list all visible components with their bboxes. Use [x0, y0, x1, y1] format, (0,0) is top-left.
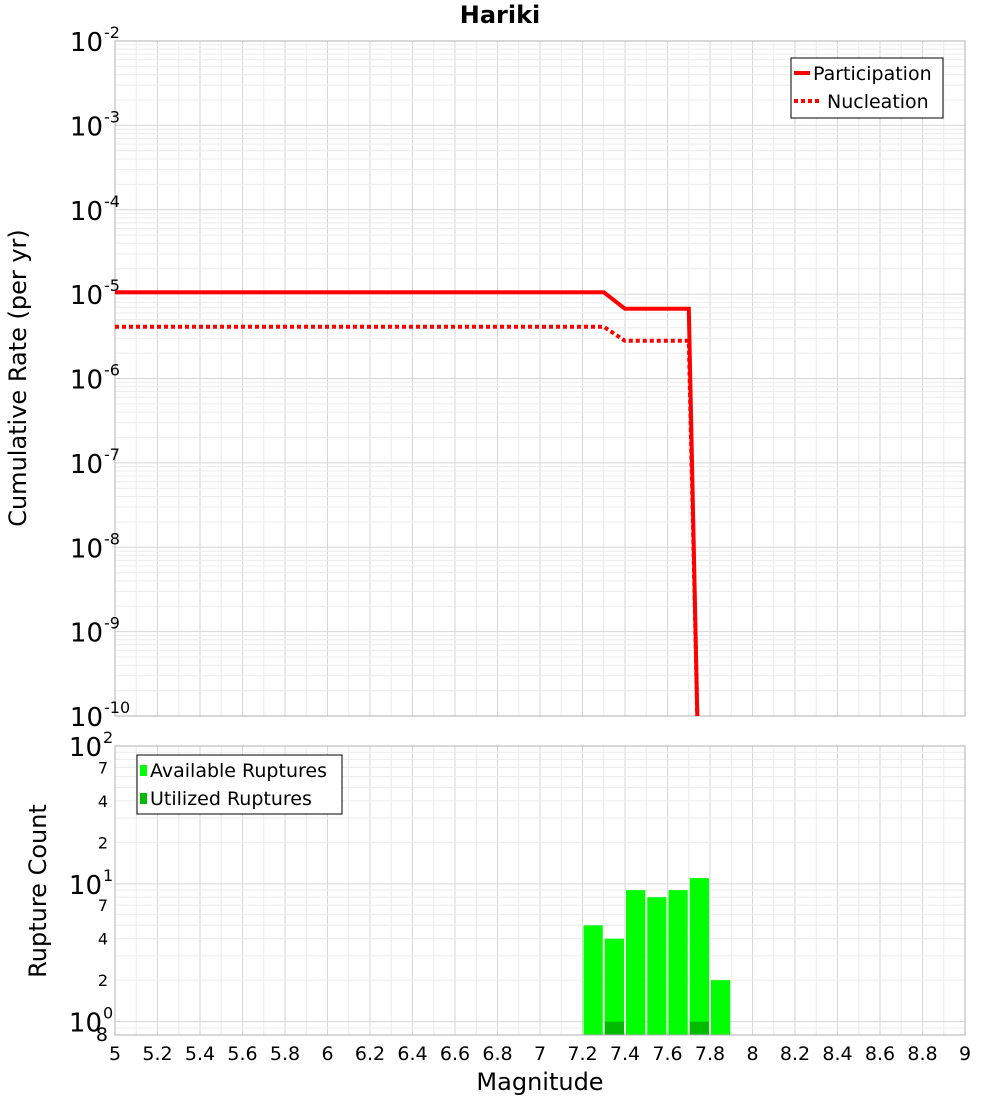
bottom-bars	[583, 878, 731, 1035]
legend-utilized-label: Utilized Ruptures	[150, 788, 312, 810]
y-tick-exponent: -9	[104, 614, 120, 633]
x-tick-label: 7	[534, 1043, 546, 1065]
y-tick-label: 10	[70, 197, 103, 227]
x-tick-label: 8.4	[822, 1043, 852, 1065]
bottom-y-axis-label: Rupture Count	[24, 804, 52, 978]
x-tick-label: 7.4	[610, 1043, 640, 1065]
bottom-plot-frame	[114, 745, 966, 1036]
y-tick-label: 10	[70, 703, 103, 733]
x-tick-label: 9	[959, 1043, 971, 1065]
bottom-legend-box	[136, 754, 343, 815]
y-tick-exponent: -8	[104, 529, 120, 548]
top-y-axis-label: Cumulative Rate (per yr)	[4, 229, 32, 527]
y-minor-tick-label: 4	[98, 930, 108, 949]
y-minor-tick-label: 4	[98, 792, 108, 811]
y-tick-label: 10	[70, 112, 103, 142]
utilized-rupture-bar	[604, 1021, 624, 1035]
y-tick-label: 10	[70, 534, 103, 564]
available-rupture-bar	[668, 890, 688, 1035]
y-tick-exponent: 0	[103, 1004, 113, 1023]
chart-title: Hariki	[460, 1, 541, 29]
bottom-legend: Available Ruptures Utilized Ruptures	[136, 754, 343, 815]
x-ticks: 5 5.2 5.4 5.6 5.8 6 6.2 6.4 6.6 6.8 7 7.2 7.4 7.6 7.8 8…	[109, 1043, 971, 1065]
top-plot-frame	[114, 40, 966, 717]
x-tick-label: 5	[109, 1043, 121, 1065]
y-minor-tick-label: 8	[96, 1024, 108, 1046]
utilized-rupture-bar	[689, 1021, 709, 1035]
x-tick-label: 5.8	[270, 1043, 300, 1065]
series-line-participation	[115, 290, 700, 717]
top-plot-grid	[114, 41, 966, 717]
y-tick-exponent: -3	[104, 107, 120, 126]
legend-utilized-swatch	[140, 793, 147, 804]
y-tick-exponent: -7	[104, 445, 120, 464]
x-tick-label: 5.6	[227, 1043, 257, 1065]
y-tick-exponent: -6	[104, 361, 120, 380]
y-tick-label: 10	[70, 619, 103, 649]
x-tick-label: 8.6	[865, 1043, 895, 1065]
x-tick-label: 6.4	[397, 1043, 427, 1065]
top-legend: Participation Nucleation	[790, 57, 944, 119]
y-minor-tick-label: 2	[98, 971, 108, 990]
x-tick-label: 7.8	[695, 1043, 725, 1065]
y-tick-exponent: -4	[104, 192, 120, 211]
y-tick-exponent: 1	[103, 866, 113, 885]
y-tick-label: 10	[69, 871, 102, 901]
x-tick-label: 8.8	[907, 1043, 937, 1065]
x-tick-label: 6.8	[482, 1043, 512, 1065]
available-rupture-bar	[689, 878, 709, 1035]
y-minor-tick-label: 7	[98, 896, 108, 915]
x-tick-label: 6.6	[440, 1043, 470, 1065]
y-tick-label: 10	[70, 450, 103, 480]
y-tick-label: 10	[69, 1009, 102, 1039]
y-tick-exponent: 2	[103, 728, 113, 747]
legend-nucleation-label: Nucleation	[827, 91, 929, 113]
x-axis-label: Magnitude	[476, 1068, 603, 1096]
legend-available-swatch	[140, 765, 147, 776]
y-minor-tick-label: 7	[98, 758, 108, 777]
x-tick-label: 6	[321, 1043, 333, 1065]
y-tick-label: 10	[69, 733, 102, 763]
available-rupture-bar	[583, 925, 603, 1035]
y-tick-label: 10	[70, 281, 103, 311]
x-tick-label: 5.2	[142, 1043, 172, 1065]
y-minor-tick-label: 2	[98, 833, 108, 852]
x-tick-label: 8	[746, 1043, 758, 1065]
x-tick-label: 7.2	[567, 1043, 597, 1065]
top-legend-box	[790, 57, 944, 119]
y-tick-exponent: -2	[104, 23, 120, 42]
legend-available-label: Available Ruptures	[150, 760, 327, 782]
x-tick-label: 6.2	[355, 1043, 385, 1065]
available-rupture-bar	[604, 938, 624, 1035]
top-series-lines	[115, 290, 700, 717]
x-tick-label: 7.6	[652, 1043, 682, 1065]
available-rupture-bar	[647, 897, 667, 1035]
y-tick-label: 10	[70, 366, 103, 396]
available-rupture-bar	[711, 980, 731, 1035]
y-tick-label: 10	[70, 28, 103, 58]
legend-participation-label: Participation	[813, 63, 932, 85]
series-line-nucleation	[115, 324, 700, 717]
x-tick-label: 8.2	[780, 1043, 810, 1065]
available-rupture-bar	[626, 890, 646, 1035]
y-tick-exponent: -10	[104, 698, 130, 717]
x-tick-label: 5.4	[185, 1043, 215, 1065]
